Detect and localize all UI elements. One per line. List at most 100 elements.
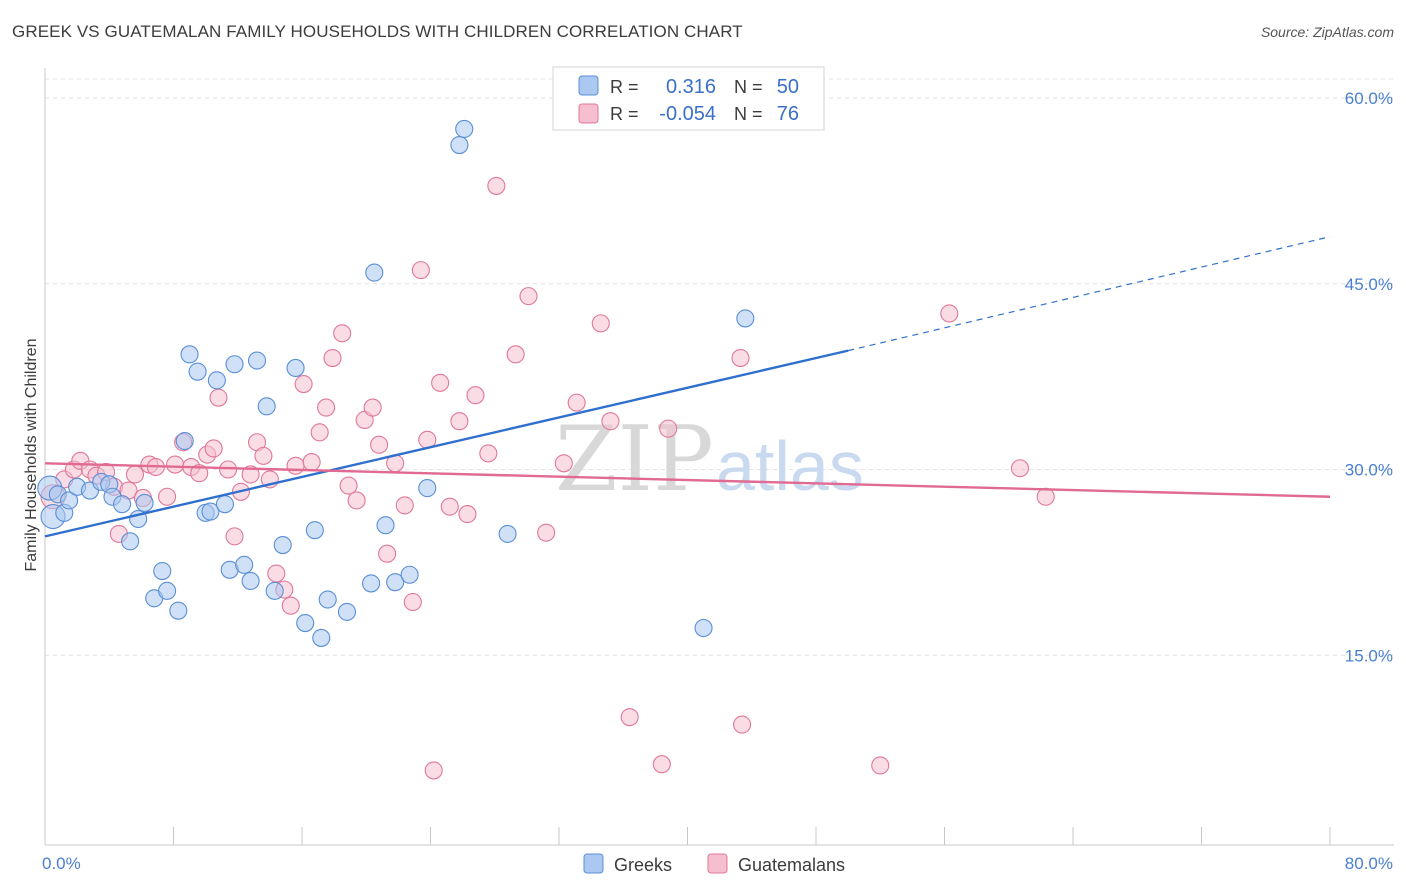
greeks-point-39 [362, 574, 381, 593]
legend-n-value-guatemalans: 76 [777, 103, 799, 125]
guatemalans-point-20 [204, 439, 223, 458]
series-legend-label-greeks: Greeks [614, 855, 672, 875]
greeks-point-22 [201, 502, 220, 521]
greeks-point-29 [247, 351, 267, 370]
chart-title: GREEK VS GUATEMALAN FAMILY HOUSEHOLDS WI… [12, 22, 743, 41]
guatemalans-point-59 [519, 287, 538, 306]
guatemalans-point-32 [286, 456, 305, 475]
guatemalans-point-72 [1010, 459, 1030, 478]
guatemalans-point-68 [731, 348, 750, 368]
guatemalans-point-47 [403, 592, 422, 612]
greeks-point-37 [318, 590, 337, 609]
guatemalans-point-43 [370, 435, 389, 454]
x-tick-label-1: 80.0% [1345, 854, 1393, 873]
greeks-point-41 [376, 516, 395, 535]
y-tick-label-0: 15.0% [1345, 646, 1393, 665]
greeks-point-49 [736, 309, 755, 328]
y-tick-label-3: 60.0% [1345, 89, 1393, 108]
guatemalans-point-52 [440, 497, 459, 516]
greeks-point-27 [235, 555, 254, 574]
greeks-point-46 [455, 119, 474, 139]
series-legend-swatch-guatemalans [707, 853, 728, 874]
greeks-point-4 [60, 491, 79, 510]
guatemalans-point-15 [166, 455, 185, 474]
greeks-point-38 [337, 602, 357, 621]
greeks-point-11 [121, 532, 140, 551]
greeks-point-48 [694, 618, 713, 638]
greeks-point-10 [113, 495, 132, 514]
x-tick-label-0: 0.0% [42, 854, 81, 873]
guatemalans-point-66 [652, 755, 671, 774]
guatemalans-point-57 [487, 176, 506, 195]
guatemalans-point-18 [190, 464, 209, 483]
guatemalans-point-73 [1036, 487, 1055, 506]
legend-n-label-greeks: N = [734, 77, 763, 97]
guatemalans-point-27 [254, 446, 273, 465]
guatemalans-point-44 [378, 544, 397, 563]
greeks-point-40 [365, 263, 384, 282]
axes [44, 68, 1394, 846]
guatemalans-point-67 [659, 419, 678, 438]
greeks-point-15 [153, 561, 172, 581]
watermark-zip: ZIP [555, 407, 714, 512]
guatemalans-points [40, 176, 1055, 780]
legend-n-value-greeks: 50 [777, 76, 799, 98]
greeks-point-35 [305, 521, 324, 540]
guatemalans-point-33 [294, 375, 313, 394]
greeks-point-34 [296, 614, 315, 633]
legend-r-label-greeks: R = [610, 77, 639, 97]
guatemalans-point-64 [601, 412, 620, 431]
greeks-trend-line [44, 349, 849, 538]
guatemalans-point-25 [241, 465, 260, 484]
tick-labels: 15.0% 30.0% 45.0% 60.0% 0.0% 80.0% [42, 89, 1393, 873]
guatemalans-trend-line [44, 462, 1331, 498]
y-tick-label-1: 30.0% [1345, 461, 1393, 480]
series-legend: Greeks Guatemalans [583, 853, 845, 875]
guatemalans-point-22 [219, 460, 238, 479]
greeks-point-45 [450, 136, 469, 155]
guatemalans-point-23 [225, 527, 244, 546]
greeks-point-16 [158, 581, 177, 600]
guatemalans-point-62 [567, 393, 586, 412]
legend-r-value-greeks: 0.316 [666, 76, 716, 98]
y-axis-label: Family Households with Children [23, 339, 40, 572]
greeks-point-17 [169, 601, 188, 620]
y-tick-label-2: 45.0% [1345, 275, 1393, 294]
guatemalans-point-71 [940, 304, 959, 323]
greeks-point-20 [188, 362, 207, 381]
guatemalans-point-53 [450, 412, 469, 431]
guatemalans-point-50 [424, 761, 443, 780]
greeks-point-33 [286, 358, 305, 378]
greeks-point-19 [180, 345, 199, 364]
guatemalans-point-69 [733, 715, 752, 734]
guatemalans-point-39 [339, 476, 358, 495]
greeks-point-24 [215, 495, 234, 514]
guatemalans-point-36 [317, 398, 336, 417]
greeks-point-43 [400, 565, 419, 584]
correlation-legend: R = 0.316 N = 50 R = -0.054 N = 76 [552, 66, 825, 131]
guatemalans-point-35 [310, 423, 329, 442]
guatemalans-point-42 [363, 398, 382, 417]
greeks-point-44 [418, 479, 437, 498]
guatemalans-point-60 [537, 523, 556, 542]
guatemalans-point-65 [620, 708, 639, 727]
guatemalans-point-54 [458, 505, 477, 524]
guatemalans-point-40 [347, 491, 366, 510]
greeks-point-30 [257, 397, 276, 416]
guatemalans-point-58 [506, 345, 525, 364]
guatemalans-point-29 [267, 564, 286, 583]
guatemalans-point-14 [158, 487, 177, 506]
guatemalans-point-48 [411, 261, 430, 280]
greeks-point-42 [386, 573, 405, 592]
watermark: ZIP atlas [555, 407, 864, 512]
guatemalans-point-61 [554, 454, 573, 473]
greeks-point-26 [225, 355, 244, 374]
source-note: Source: ZipAtlas.com [1260, 24, 1394, 40]
greeks-point-28 [241, 571, 260, 591]
guatemalans-point-38 [333, 324, 352, 343]
guatemalans-point-51 [431, 373, 450, 392]
guatemalans-point-10 [125, 465, 144, 484]
greeks-point-36 [312, 628, 331, 647]
greeks-point-31 [265, 581, 284, 600]
